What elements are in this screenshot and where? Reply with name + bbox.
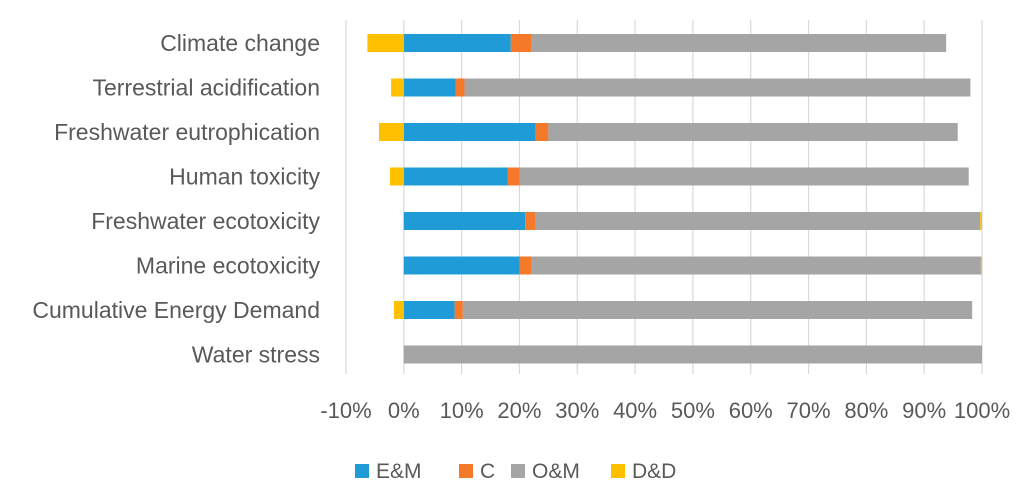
bar-segment-dandd — [389, 167, 404, 186]
bar-segment-oandm — [464, 78, 971, 97]
x-tick-label: 20% — [497, 398, 541, 423]
bar-segment-c — [535, 123, 549, 141]
bar-segment-dandd — [367, 34, 404, 52]
bar-segment-c — [507, 167, 520, 186]
bar-segment-oandm — [531, 256, 981, 275]
bar-segment-eandm — [403, 123, 536, 141]
bar-segment-eandm — [403, 256, 520, 275]
category-label: Water stress — [192, 342, 320, 368]
legend-swatch-c — [459, 464, 473, 478]
legend-swatch-oandm — [511, 464, 525, 478]
bar-segment-eandm — [403, 167, 508, 186]
legend-label: D&D — [632, 460, 676, 483]
bar-segment-oandm — [535, 212, 981, 230]
bar-segment-oandm — [462, 301, 973, 319]
bar-segment-dandd — [391, 78, 404, 97]
category-label: Freshwater ecotoxicity — [91, 208, 320, 234]
category-label: Marine ecotoxicity — [136, 253, 321, 279]
category-label: Freshwater eutrophication — [54, 119, 320, 145]
bar-segment-oandm — [403, 345, 982, 364]
legend-swatch-eandm — [355, 464, 369, 478]
x-tick-label: 40% — [613, 398, 657, 423]
bar-segment-c — [510, 34, 532, 52]
bar-segment-dandd — [378, 123, 404, 141]
x-tick-label: 50% — [671, 398, 715, 423]
x-tick-label: 80% — [844, 398, 888, 423]
category-label: Terrestrial acidification — [92, 75, 320, 101]
legend-label: E&M — [376, 460, 422, 483]
bar-segment-c — [519, 256, 532, 275]
bar-segment-eandm — [403, 34, 511, 52]
category-labels: Climate change Terrestrial acidification F… — [32, 30, 320, 368]
x-tick-label: 90% — [902, 398, 946, 423]
legend-swatch-dandd — [611, 464, 625, 478]
bar-segment-dandd — [393, 301, 404, 319]
x-tick-label: 100% — [954, 398, 1010, 423]
x-tick-label: -10% — [320, 398, 371, 423]
legend: E&M C O&M D&D — [355, 460, 676, 483]
x-tick-label: 0% — [388, 398, 420, 423]
bar-segment-dandd — [980, 212, 982, 230]
bar-segment-oandm — [548, 123, 958, 141]
x-axis-ticks: -10% 0% 10% 20% 30% 40% 50% 60% 70% 80% 90% 100% — [320, 398, 1010, 423]
grid-layer — [345, 20, 983, 374]
bar-layer — [367, 34, 982, 364]
x-tick-label: 60% — [729, 398, 773, 423]
category-label: Human toxicity — [169, 164, 320, 190]
bar-segment-eandm — [403, 212, 526, 230]
category-label: Climate change — [160, 30, 320, 56]
bar-segment-oandm — [531, 34, 947, 52]
legend-label: C — [480, 460, 495, 483]
x-tick-label: 70% — [787, 398, 831, 423]
x-tick-label: 30% — [555, 398, 599, 423]
bar-segment-c — [525, 212, 536, 230]
category-label: Cumulative Energy Demand — [32, 297, 320, 323]
bar-segment-eandm — [403, 78, 456, 97]
x-tick-label: 10% — [440, 398, 484, 423]
bar-segment-c — [455, 78, 465, 97]
bar-segment-eandm — [403, 301, 455, 319]
bar-segment-dandd — [980, 256, 982, 275]
bar-segment-oandm — [519, 167, 969, 186]
bar-segment-c — [454, 301, 463, 319]
legend-label: O&M — [532, 460, 580, 483]
